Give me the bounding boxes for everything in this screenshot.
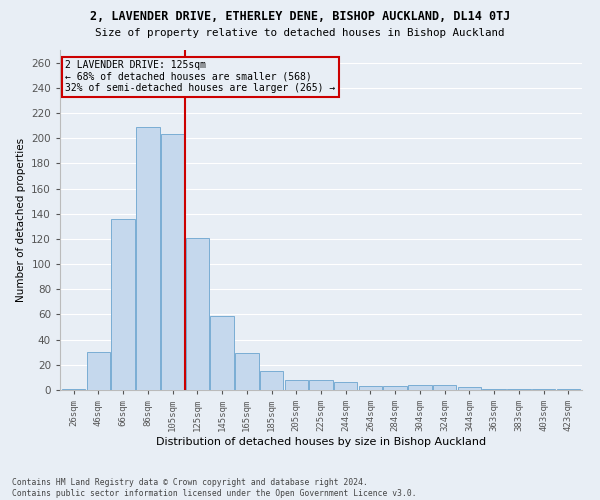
Bar: [161, 134, 184, 390]
Bar: [136, 127, 160, 390]
Bar: [185, 238, 209, 390]
X-axis label: Distribution of detached houses by size in Bishop Auckland: Distribution of detached houses by size …: [156, 437, 486, 447]
Bar: [112, 218, 135, 390]
Bar: [557, 388, 580, 390]
Bar: [86, 352, 110, 390]
Text: Contains HM Land Registry data © Crown copyright and database right 2024.
Contai: Contains HM Land Registry data © Crown c…: [12, 478, 416, 498]
Bar: [284, 380, 308, 390]
Bar: [482, 388, 506, 390]
Bar: [309, 380, 333, 390]
Bar: [458, 388, 481, 390]
Text: Size of property relative to detached houses in Bishop Auckland: Size of property relative to detached ho…: [95, 28, 505, 38]
Bar: [359, 386, 382, 390]
Bar: [210, 316, 234, 390]
Bar: [433, 385, 457, 390]
Text: 2 LAVENDER DRIVE: 125sqm
← 68% of detached houses are smaller (568)
32% of semi-: 2 LAVENDER DRIVE: 125sqm ← 68% of detach…: [65, 60, 335, 94]
Bar: [532, 388, 556, 390]
Bar: [507, 388, 530, 390]
Text: 2, LAVENDER DRIVE, ETHERLEY DENE, BISHOP AUCKLAND, DL14 0TJ: 2, LAVENDER DRIVE, ETHERLEY DENE, BISHOP…: [90, 10, 510, 23]
Bar: [408, 385, 432, 390]
Bar: [260, 371, 283, 390]
Y-axis label: Number of detached properties: Number of detached properties: [16, 138, 26, 302]
Bar: [383, 386, 407, 390]
Bar: [62, 388, 85, 390]
Bar: [334, 382, 358, 390]
Bar: [235, 354, 259, 390]
